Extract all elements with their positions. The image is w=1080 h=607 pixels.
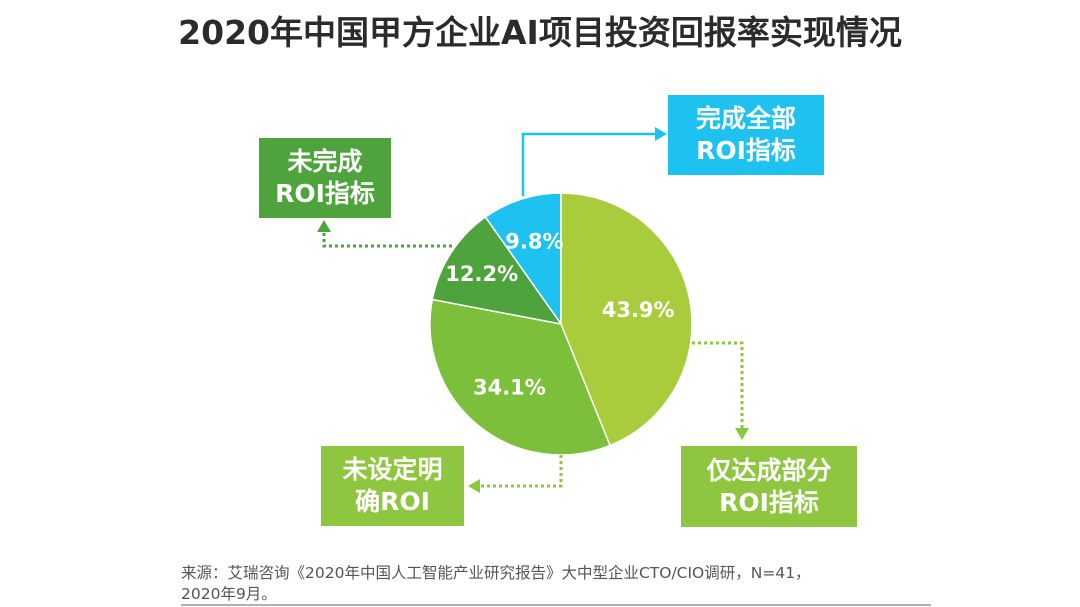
label-incomplete-line2: ROI指标 [275, 179, 375, 208]
label-box-partial: 仅达成部分 ROI指标 [681, 446, 857, 527]
connector-incomplete [322, 232, 452, 248]
label-box-incomplete: 未完成 ROI指标 [259, 138, 391, 218]
label-undefined-roi-line1: 未设定明 [342, 455, 443, 484]
bottom-divider [181, 604, 931, 606]
connector-complete-all [521, 132, 655, 196]
chart-title: 2020年中国甲方企业AI项目投资回报率实现情况 [178, 13, 902, 52]
pct-partial: 43.9% [602, 298, 675, 322]
source-note: 来源：艾瑞咨询《2020年中国人工智能产业研究报告》大中型企业CTO/CIO调研… [181, 563, 981, 605]
arrow-incomplete [317, 220, 331, 232]
label-incomplete-line1: 未完成 [287, 147, 363, 176]
slice-complete-all [484, 192, 562, 327]
label-complete-all-line1: 完成全部 [695, 104, 796, 133]
arrow-partial [735, 428, 749, 440]
slice-partial [560, 192, 693, 447]
label-partial-line1: 仅达成部分 [706, 455, 832, 485]
pct-incomplete: 12.2% [445, 262, 518, 286]
connector-undefined-roi [480, 455, 563, 488]
label-complete-all-line2: ROI指标 [696, 136, 796, 165]
pct-undefined-roi: 34.1% [473, 376, 546, 400]
source-line1: 来源：艾瑞咨询《2020年中国人工智能产业研究报告》大中型企业CTO/CIO调研… [181, 564, 811, 582]
slice-undefined-roi [429, 298, 611, 456]
source-line2: 2020年9月。 [181, 585, 277, 603]
label-box-complete-all: 完成全部 ROI指标 [668, 95, 824, 175]
arrow-undefined-roi [468, 479, 480, 493]
label-box-undefined-roi: 未设定明 确ROI [321, 446, 464, 526]
label-undefined-roi-line2: 确ROI [355, 487, 430, 516]
arrow-complete-all [655, 127, 667, 141]
label-partial-line2: ROI指标 [719, 487, 819, 517]
connector-partial [692, 341, 744, 428]
pct-complete-all: 9.8% [505, 229, 563, 253]
slice-incomplete [431, 216, 563, 326]
